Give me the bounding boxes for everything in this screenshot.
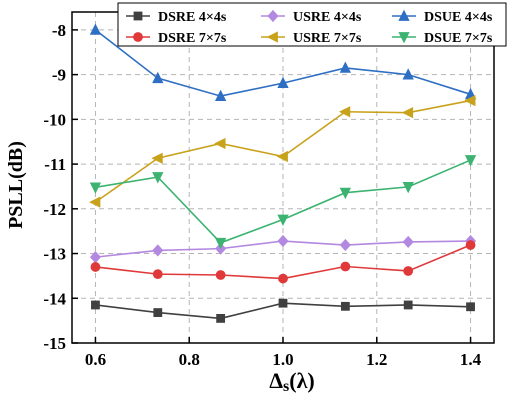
legend-item: USRE 7×7s <box>261 31 362 46</box>
legend-label: DSRE 7×7s <box>158 31 227 46</box>
data-point <box>214 137 226 150</box>
data-point <box>152 172 164 184</box>
data-point <box>402 68 414 80</box>
data-point <box>278 298 288 308</box>
y-tick-label: -11 <box>44 155 66 174</box>
data-point <box>89 23 102 35</box>
legend-item: DSUE 4×4s <box>392 9 493 25</box>
data-point <box>276 150 288 163</box>
legend-marker <box>133 32 143 42</box>
legend-label: DSUE 4×4s <box>424 10 493 25</box>
data-point <box>339 238 351 252</box>
data-point <box>401 106 414 119</box>
x-axis-label-rest: (λ) <box>289 368 314 393</box>
series-dsre-7-7s <box>90 240 476 284</box>
x-axis-label: Δs(λ) <box>269 368 315 395</box>
y-tick-label: -8 <box>52 21 66 40</box>
x-axis-label-sub: s <box>283 378 289 395</box>
data-point <box>277 214 289 226</box>
data-point <box>90 262 101 272</box>
legend-box <box>117 2 507 47</box>
x-axis-label-main: Δ <box>269 368 283 393</box>
data-point <box>339 61 352 73</box>
data-point <box>403 300 413 310</box>
data-point <box>153 308 163 317</box>
data-point <box>151 152 163 164</box>
data-point <box>402 235 414 249</box>
legend-item: DSRE 7×7s <box>126 31 227 46</box>
data-point <box>215 270 226 280</box>
ticks: 0.6 0.8 1.0 1.2 1.4 -8 -9 -10 -11 -12 -13 -14 -15 <box>43 21 481 369</box>
data-point <box>464 94 476 107</box>
legend-marker <box>398 9 410 21</box>
legend-item: USRE 4×4s <box>261 9 362 25</box>
data-point <box>465 240 476 250</box>
series-dsue-4-4s <box>89 23 477 101</box>
series-dsre-4-4s <box>91 298 475 323</box>
legend-label: DSRE 4×4s <box>158 10 227 25</box>
data-point <box>338 106 351 118</box>
data-point <box>214 89 227 101</box>
y-tick-label: -12 <box>43 200 66 219</box>
legend-item: DSRE 4×4s <box>126 10 227 25</box>
data-point <box>403 266 414 276</box>
y-tick-label: -10 <box>43 110 66 129</box>
y-tick-label: -14 <box>43 289 66 308</box>
data-point <box>152 244 164 257</box>
data-point <box>277 234 289 248</box>
legend-marker <box>398 32 410 44</box>
y-tick-label: -13 <box>43 245 66 264</box>
y-tick-label: -9 <box>52 66 66 85</box>
data-point <box>464 155 477 167</box>
data-point <box>91 300 100 310</box>
data-point <box>152 71 164 84</box>
x-tick-label: 0.6 <box>85 350 106 369</box>
legend-item: DSUE 7×7s <box>392 31 493 46</box>
x-tick-label: 1.4 <box>460 350 482 369</box>
legend-marker <box>266 31 278 43</box>
data-point <box>466 302 475 312</box>
data-point <box>278 273 288 284</box>
x-tick-label: 1.0 <box>272 350 293 369</box>
series-layer <box>89 23 477 323</box>
data-point <box>216 313 226 323</box>
data-point <box>89 182 102 194</box>
data-point <box>339 187 352 200</box>
data-point <box>89 196 101 208</box>
data-point <box>277 76 289 89</box>
data-point <box>340 301 350 311</box>
series-usre-7-7s <box>89 94 476 208</box>
legend: DSRE 4×4s USRE 4×4s DSUE 4×4s DSRE 7×7s USRE… <box>117 2 507 47</box>
data-point <box>340 261 351 272</box>
legend-marker <box>267 9 279 23</box>
legend-label: DSUE 7×7s <box>424 31 493 46</box>
data-point <box>402 181 414 194</box>
data-point <box>214 237 227 250</box>
x-tick-label: 0.8 <box>179 350 200 369</box>
y-axis-label: PSLL(dB) <box>5 141 27 229</box>
legend-marker <box>133 11 143 21</box>
series-dsue-7-7s <box>89 155 477 250</box>
legend-label: USRE 4×4s <box>293 10 362 25</box>
y-tick-label: -15 <box>43 334 66 353</box>
data-point <box>152 269 163 280</box>
legend-label: USRE 7×7s <box>293 31 362 46</box>
x-tick-label: 1.2 <box>366 350 387 369</box>
